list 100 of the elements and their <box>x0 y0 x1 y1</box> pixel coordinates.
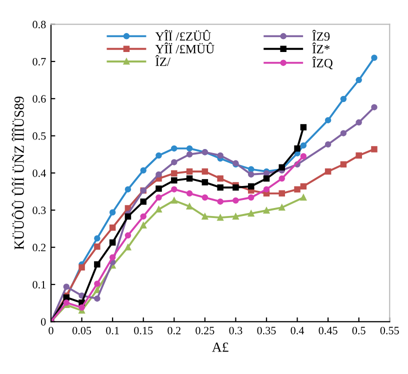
point <box>300 142 307 149</box>
point <box>171 159 178 166</box>
point <box>202 179 208 186</box>
point <box>248 171 254 178</box>
point <box>186 151 193 158</box>
legend-label: ÎZ/ <box>155 55 170 66</box>
point <box>186 175 193 182</box>
point <box>140 213 146 220</box>
point <box>324 141 332 148</box>
point <box>248 183 254 190</box>
point <box>248 166 254 172</box>
point <box>156 152 162 159</box>
point <box>186 168 193 175</box>
point <box>202 213 208 220</box>
point <box>340 161 347 168</box>
y-tick-label: 0.2 <box>32 244 46 252</box>
x-tick-label: 0.2 <box>168 326 180 334</box>
y-tick-label: 0.1 <box>32 280 46 288</box>
point <box>186 203 193 210</box>
point <box>63 300 70 306</box>
point <box>109 254 116 260</box>
y-tick-label: 0 <box>41 318 46 326</box>
point <box>124 213 132 220</box>
point <box>356 76 362 84</box>
point <box>140 167 146 174</box>
legend-label: YÎÏ /£MÜÛ <box>155 42 214 54</box>
point <box>78 304 85 311</box>
y-axis-title: KÜÜÔÛ ÛÎÍ ÜÑZ ÎÎÎÜS89 <box>12 96 24 250</box>
point <box>300 153 307 160</box>
point <box>63 284 70 290</box>
x-tick-label: 0.45 <box>318 326 338 334</box>
point <box>371 54 378 61</box>
point <box>217 152 224 159</box>
point <box>156 185 162 192</box>
point <box>324 117 332 124</box>
point <box>278 175 286 182</box>
point <box>171 197 178 204</box>
point <box>171 170 178 176</box>
point <box>94 295 100 302</box>
point <box>217 175 224 182</box>
x-tick-label: 0.05 <box>72 326 92 334</box>
point <box>371 146 378 152</box>
point <box>217 198 224 205</box>
point <box>94 243 100 250</box>
point <box>324 168 332 175</box>
point <box>263 175 270 182</box>
x-tick-label: 0 <box>48 326 54 334</box>
x-tick-label: 0.55 <box>380 326 399 334</box>
x-tick-label: 0.5 <box>352 326 366 334</box>
point <box>78 264 85 271</box>
point <box>371 104 378 110</box>
point <box>156 194 162 201</box>
point <box>140 198 146 205</box>
x-tick-label: 0.1 <box>106 326 119 334</box>
point <box>356 119 362 126</box>
point <box>156 171 162 178</box>
point <box>248 194 254 201</box>
y-tick-label: 0.3 <box>32 206 46 214</box>
point <box>94 280 100 287</box>
point <box>300 194 307 201</box>
y-tick-label: 0.7 <box>32 58 46 66</box>
point <box>232 184 239 191</box>
y-tick-label: 0.4 <box>32 169 46 177</box>
point <box>109 239 116 246</box>
point <box>140 222 146 229</box>
x-axis-title: A£ <box>212 342 228 352</box>
x-tick-label: 0.25 <box>196 326 214 334</box>
x-tick-label: 0.3 <box>229 326 242 334</box>
point <box>94 261 100 268</box>
point <box>109 224 116 231</box>
point <box>248 210 254 217</box>
point <box>171 145 178 152</box>
point <box>340 96 347 102</box>
legend-label: ÎZ9 <box>312 30 330 41</box>
y-tick-label: 0.8 <box>32 20 46 28</box>
point <box>94 235 100 242</box>
legend-label: ÎZ* <box>312 42 330 54</box>
point <box>124 244 132 250</box>
point <box>94 286 100 294</box>
point <box>356 152 362 159</box>
point <box>171 177 178 184</box>
y-tick-label: 0.6 <box>32 95 46 103</box>
x-tick-label: 0.35 <box>257 326 276 334</box>
point <box>217 214 224 221</box>
point <box>217 184 224 191</box>
point <box>232 213 239 220</box>
point <box>300 124 307 130</box>
point <box>300 183 307 190</box>
point <box>186 190 193 197</box>
point <box>263 207 270 214</box>
legend-label: YÎÏ /£ZÜÛ <box>155 30 211 41</box>
point <box>156 206 162 213</box>
point <box>294 145 300 152</box>
point <box>278 204 286 211</box>
point <box>124 186 132 192</box>
point <box>278 190 286 197</box>
point <box>340 130 347 136</box>
point <box>124 232 132 239</box>
y-tick-label: 0.5 <box>32 132 46 140</box>
legend-label: ÎZQ <box>312 56 333 70</box>
